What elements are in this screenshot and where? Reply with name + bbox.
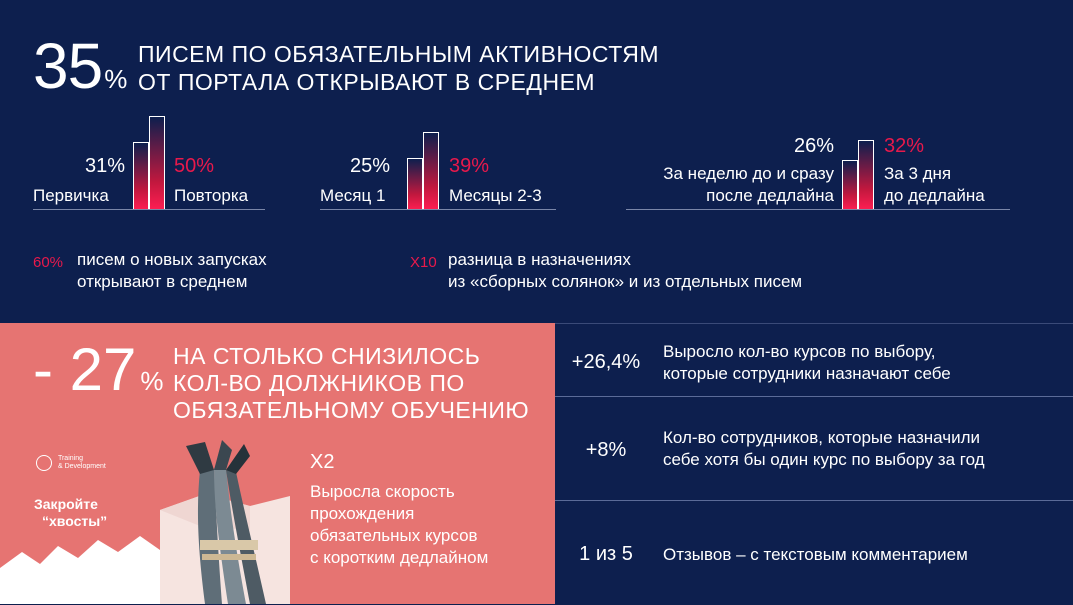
comparison-2-right-label: Месяцы 2-3 [449,186,542,205]
comparison-3: 26% За неделю до и сразу после дедлайна … [626,115,1010,210]
row-divider-1 [555,396,1073,397]
comparison-2: 25% Месяц 1 39% Месяцы 2-3 [320,115,556,210]
note-new-launches: 60% писем о новых запусках открывают в с… [33,250,267,291]
comparison-2-left-value: 25% [350,155,391,177]
stat-1-value: +26,4% [571,351,641,373]
comparison-3-right-value: 32% [884,135,925,157]
comparison-3-right-bar [858,140,874,210]
comparison-3-left-bar [842,160,858,210]
comparison-1: 31% Первичка 50% Повторка [33,115,265,210]
comparison-1-right-bar [149,116,165,210]
x2-description: Выросла скорость прохождения обязательны… [310,482,489,567]
debtors-value: - 27% [33,336,164,403]
note-x10: Х10 разница в назначениях из «сборных со… [410,250,803,291]
lightbulb-icon [36,455,52,471]
stat-3-value: 1 из 5 [579,543,633,565]
comparison-1-baseline [33,209,265,210]
comparison-3-right-label: За 3 дня до дедлайна [884,164,985,205]
debtors-headline: НА СТОЛЬКО СНИЗИЛОСЬ КОЛ-ВО ДОЛЖНИКОВ ПО… [173,343,530,423]
stat-1-description: Выросло кол-во курсов по выбору, которые… [663,342,951,383]
comparison-2-left-label: Месяц 1 [320,186,386,205]
headline-text: ПИСЕМ ПО ОБЯЗАТЕЛЬНЫМ АКТИВНОСТЯМ ОТ ПОР… [138,41,660,95]
training-logo: Training & Development [36,455,106,471]
note-new-launches-tag: 60% [33,254,64,271]
poster-illustration [0,440,300,604]
note-x10-tag: Х10 [410,254,437,271]
x2-value: Х2 [310,451,335,473]
headline-value: 35% [33,30,127,102]
comparison-3-left-value: 26% [793,135,834,157]
comparison-1-right-label: Повторка [174,186,249,205]
stat-2-description: Кол-во сотрудников, которые назначили се… [663,428,985,469]
comparison-2-right-value: 39% [449,155,490,177]
comparison-1-left-bar [133,142,149,210]
dried-fish-icon [186,440,266,604]
right-stats-panel [555,323,1073,605]
row-divider-2 [555,500,1073,501]
poster-title: Закройте “хвосты” [34,496,108,529]
comparison-1-right-value: 50% [174,155,215,177]
stat-2-value: +8% [585,439,627,461]
comparison-2-baseline [320,209,556,210]
comparison-2-left-bar [407,158,423,210]
poster-art [0,440,290,604]
comparison-3-baseline [626,209,1010,210]
comparison-3-left-label: За неделю до и сразу после дедлайна [663,164,834,205]
comparison-1-left-label: Первичка [33,186,109,205]
comparison-2-right-bar [423,132,439,210]
stat-3-description: Отзывов – с текстовым комментарием [663,545,968,564]
comparison-1-left-value: 31% [85,155,126,177]
